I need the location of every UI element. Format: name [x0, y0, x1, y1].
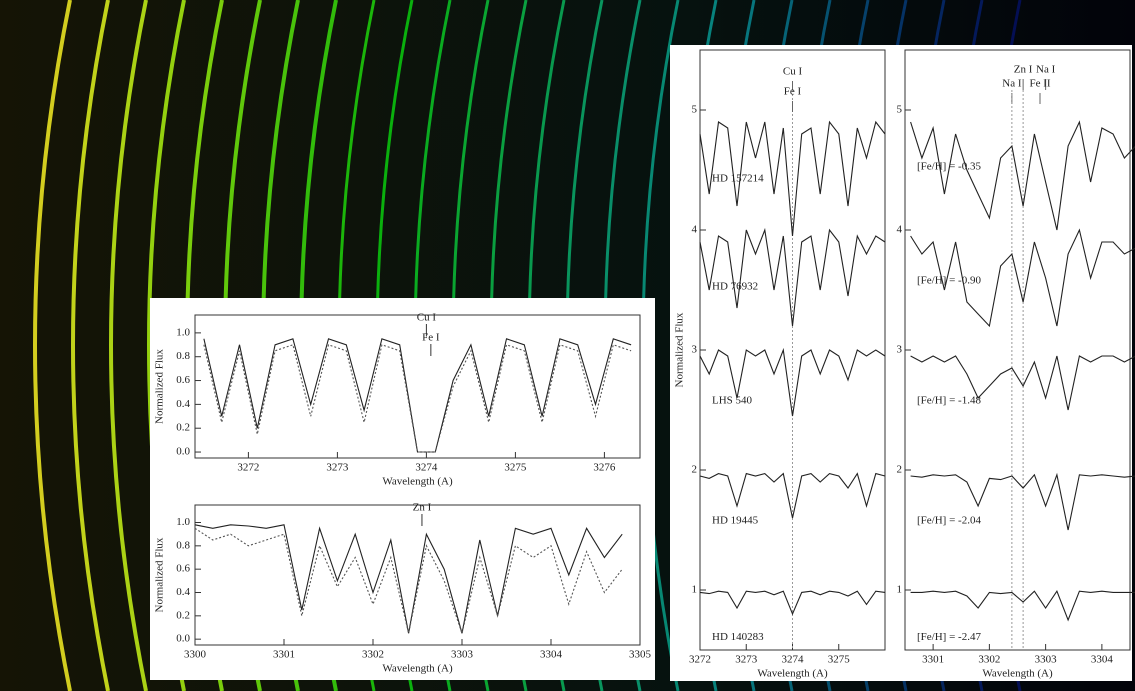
x-tick-label: 3302 [362, 649, 384, 661]
x-axis-label: Wavelength (A) [757, 668, 828, 680]
annotation: Cu I [783, 66, 803, 78]
plot-frame [194, 504, 641, 646]
spectrum-line [699, 347, 886, 417]
y-tick-label: 4 [897, 224, 903, 236]
x-tick-label: 3274 [415, 462, 438, 474]
y-tick-label: 3 [897, 344, 903, 356]
x-axis-label: Wavelength (A) [382, 476, 453, 488]
x-tick-label: 3274 [782, 654, 805, 666]
x-tick-label: 3304 [1091, 654, 1114, 666]
x-tick-label: 3273 [326, 462, 349, 474]
y-tick-label: 5 [897, 104, 903, 116]
chart: 3272 3273 3274 3275 1 2 3 4 5 Wavelength (A) Norma… [674, 49, 886, 680]
spectrum-label: LHS 540 [712, 395, 753, 407]
x-tick-label: 3300 [184, 649, 207, 661]
spectrum-label: [Fe/H] = -2.04 [917, 515, 981, 527]
y-tick-label: 1.0 [176, 326, 190, 338]
annotation: Zn I [1014, 64, 1033, 76]
annotation: Fe I [422, 332, 440, 344]
x-tick-label: 3275 [828, 654, 851, 666]
chart: 3272 3273 3274 3275 3276 0.0 0.2 0.4 0.6 0.8 1.0 Wa… [154, 312, 641, 488]
y-tick-label: 1.0 [176, 516, 190, 528]
x-tick-label: 3276 [593, 462, 616, 474]
spectrum-line [194, 527, 623, 636]
spectrum-arc [33, 0, 72, 691]
x-tick-label: 3272 [237, 462, 259, 474]
y-tick-label: 5 [692, 104, 698, 116]
y-axis-label: Normalized Flux [154, 537, 166, 612]
y-tick-label: 1 [692, 584, 698, 596]
spectrum-line [203, 338, 632, 453]
spectrum-line [699, 120, 886, 237]
x-tick-label: 3272 [689, 654, 711, 666]
x-axis-label: Wavelength (A) [982, 668, 1053, 680]
spectrum-label: [Fe/H] = -1.48 [917, 395, 981, 407]
y-tick-label: 1 [897, 584, 903, 596]
spectrum-label: HD 76932 [712, 281, 758, 293]
x-tick-label: 3301 [273, 649, 295, 661]
spectrum-label: [Fe/H] = -0.35 [917, 161, 981, 173]
y-tick-label: 3 [692, 344, 698, 356]
annotation: Zn I [413, 502, 432, 514]
x-axis-label: Wavelength (A) [382, 663, 453, 675]
y-axis-label: Normalized Flux [154, 349, 166, 424]
y-tick-label: 0.0 [176, 446, 190, 458]
spectrum-line [699, 227, 886, 327]
plot-frame [194, 314, 641, 459]
annotation: Na I [1002, 78, 1022, 90]
annotation: Fe I [784, 86, 802, 98]
spectrum-label: HD 140283 [712, 631, 764, 643]
spectrum-line [910, 228, 1135, 328]
spectrum-line [910, 355, 1135, 411]
y-tick-label: 0.4 [176, 398, 190, 410]
spectrum-label: [Fe/H] = -2.47 [917, 631, 981, 643]
spectrum-line [910, 120, 1135, 231]
spectrum-line [699, 590, 886, 616]
spectrum-label: HD 19445 [712, 515, 759, 527]
spectrum-label: HD 157214 [712, 173, 764, 185]
y-tick-label: 0.8 [176, 350, 190, 362]
y-tick-label: 2 [897, 464, 903, 476]
y-tick-label: 0.2 [176, 609, 190, 621]
annotation: Fe II [1029, 78, 1050, 90]
x-tick-label: 3275 [504, 462, 527, 474]
spectrum-line [910, 590, 1135, 622]
spectrum-line [194, 524, 623, 634]
y-tick-label: 4 [692, 224, 698, 236]
y-tick-label: 2 [692, 464, 698, 476]
x-tick-label: 3302 [978, 654, 1000, 666]
plots: 3272 3273 3274 3275 3276 0.0 0.2 0.4 0.6 0.8 1.0 Wa… [154, 49, 1135, 680]
x-tick-label: 3304 [540, 649, 563, 661]
spectrum-line [699, 472, 886, 519]
x-tick-label: 3303 [451, 649, 474, 661]
y-tick-label: 0.6 [176, 374, 190, 386]
y-tick-label: 0.0 [176, 633, 190, 645]
y-tick-label: 0.2 [176, 422, 190, 434]
spectrum-arc [109, 0, 148, 691]
chart: 3300 3301 3302 3303 3304 3305 0.0 0.2 0.4 0.6 0.8 1… [154, 502, 652, 675]
y-tick-label: 0.8 [176, 539, 190, 551]
spectrum-arc [71, 0, 110, 691]
x-tick-label: 3273 [735, 654, 758, 666]
y-tick-label: 0.4 [176, 586, 190, 598]
annotation: Cu I [417, 312, 437, 324]
annotation: Na I [1036, 64, 1056, 76]
x-tick-label: 3305 [629, 649, 652, 661]
spectrum-label: [Fe/H] = -0.90 [917, 275, 981, 287]
y-axis-label: Normalized Flux [674, 312, 686, 387]
y-tick-label: 0.6 [176, 563, 190, 575]
spectrum-line [910, 472, 1135, 531]
x-tick-label: 3303 [1035, 654, 1058, 666]
x-tick-label: 3301 [922, 654, 944, 666]
